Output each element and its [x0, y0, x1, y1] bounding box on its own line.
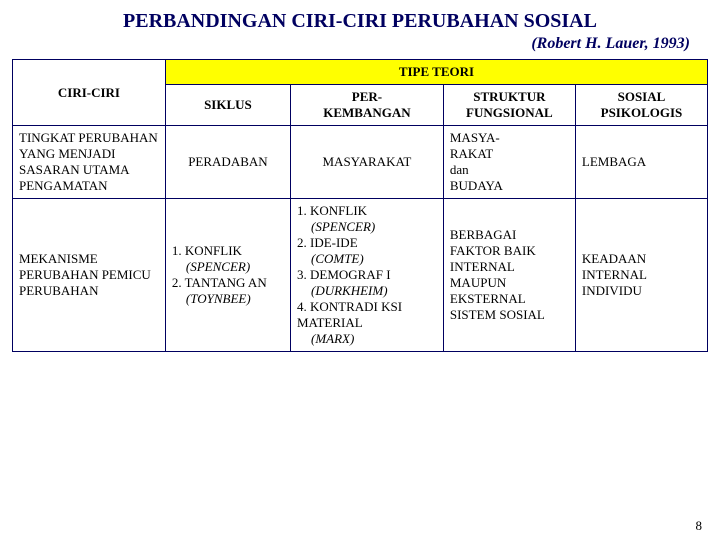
- table-row: MEKANISME PERUBAHAN PEMICU PERUBAHAN 1. …: [13, 199, 708, 352]
- row1-perkembangan: MASYARAKAT: [290, 126, 443, 199]
- row1-label: TINGKAT PERUBAHAN YANG MENJADI SASARAN U…: [13, 126, 166, 199]
- col-header-siklus: SIKLUS: [165, 85, 290, 126]
- row2-label: MEKANISME PERUBAHAN PEMICU PERUBAHAN: [13, 199, 166, 352]
- row2-sosial: KEADAAN INTERNAL INDIVIDU: [575, 199, 707, 352]
- group-header: TIPE TEORI: [165, 60, 707, 85]
- corner-header: CIRI-CIRI: [13, 60, 166, 126]
- page-subtitle: (Robert H. Lauer, 1993): [12, 35, 708, 53]
- row2-siklus: 1. KONFLIK(SPENCER)2. TANTANG AN(TOYNBEE…: [165, 199, 290, 352]
- page-title: PERBANDINGAN CIRI-CIRI PERUBAHAN SOSIAL: [12, 10, 708, 33]
- col-header-perkembangan: PER-KEMBANGAN: [290, 85, 443, 126]
- row1-struktur: MASYA-RAKATdanBUDAYA: [443, 126, 575, 199]
- row1-sosial: LEMBAGA: [575, 126, 707, 199]
- table-row: TINGKAT PERUBAHAN YANG MENJADI SASARAN U…: [13, 126, 708, 199]
- row2-struktur: BERBAGAI FAKTOR BAIK INTERNAL MAUPUN EKS…: [443, 199, 575, 352]
- col-header-struktur: STRUKTUR FUNGSIONAL: [443, 85, 575, 126]
- row1-siklus: PERADABAN: [165, 126, 290, 199]
- col-header-sosial: SOSIAL PSIKOLOGIS: [575, 85, 707, 126]
- row2-perkembangan: 1. KONFLIK(SPENCER)2. IDE-IDE(COMTE)3. D…: [290, 199, 443, 352]
- page-number: 8: [696, 518, 703, 534]
- comparison-table: CIRI-CIRI TIPE TEORI SIKLUS PER-KEMBANGA…: [12, 59, 708, 352]
